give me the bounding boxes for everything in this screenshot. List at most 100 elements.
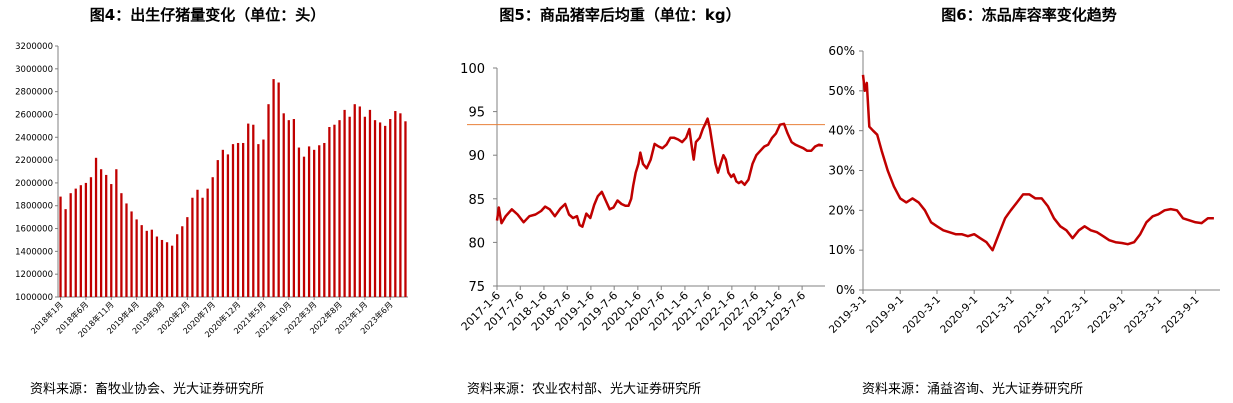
x-tick-label: 2023-9-1 [1159,294,1201,336]
bar [272,79,275,297]
bar [196,189,199,297]
bar [125,203,128,297]
bar [216,160,219,297]
bar [206,188,209,297]
bar [257,144,260,297]
x-tick-label: 2019-3-1 [827,294,869,336]
y-tick-label: 90 [468,149,485,164]
chart-source: 资料来源：涌益咨询、光大证券研究所 [862,382,1084,397]
line-chart: 0%10%20%30%40%50%60%2019-3-12019-9-12020… [827,44,1220,336]
bar [236,142,240,297]
y-tick-label: 0% [836,283,855,297]
bar [242,142,245,297]
bar [368,109,372,298]
bar [120,193,123,297]
chart-title: 图4：出生仔猪量变化（单位：头） [89,6,326,24]
chart-source: 资料来源：畜牧业协会、光大证券研究所 [30,382,265,397]
y-tick-label: 95 [468,106,485,121]
x-tick-label: 2021-3-1 [975,294,1017,336]
y-tick-label: 3200000 [15,42,53,52]
bar [221,149,224,297]
x-tick-label: 2023-3-1 [1122,294,1164,336]
y-tick-label: 75 [468,280,485,295]
y-tick-label: 60% [828,44,855,58]
y-tick-label: 80 [468,236,485,251]
y-tick-label: 85 [468,193,485,208]
x-tick-label: 2022-9-1 [1086,294,1128,336]
bar [105,174,108,297]
bar [226,154,230,297]
y-tick-label: 1800000 [15,202,53,212]
y-tick-label: 20% [828,203,855,217]
bar [69,193,72,297]
series-line [861,74,1214,252]
bar [140,225,143,297]
y-tick-label: 3000000 [15,65,53,75]
bar [181,226,184,297]
bar [318,145,321,297]
bar [79,185,82,297]
bar [231,144,235,297]
y-tick-label: 2600000 [15,110,53,120]
bar [64,209,67,297]
bar [59,196,62,297]
bar [267,104,270,297]
chart-panel-frozen-storage: 图6：冻品库容率变化趋势 0% 10% 20% 30% 40% 50% 60% 2019-3-… [825,0,1233,403]
x-tick-label: 2020-3-1 [901,294,943,336]
series-line [495,117,824,228]
bar [358,106,361,297]
bar [292,119,296,297]
bar [262,139,265,297]
chart-title: 图5：商品猪宰后均重（单位：kg） [499,6,741,24]
x-tick-label: 2021-9-1 [1012,294,1054,336]
bar [389,119,392,297]
chart-panel-piglet-births: 图4：出生仔猪量变化（单位：头） 1000000 1200000 1400000 16… [0,0,415,403]
bar [404,121,407,297]
y-tick-label: 2800000 [15,88,53,98]
bar [170,245,174,297]
bar [252,124,255,298]
bar-chart: 1000000 1200000 1400000 1600000 1800000 20000… [15,42,408,339]
y-tick-label: 2000000 [15,179,53,189]
y-tick-label: 100 [460,62,485,77]
bar [130,211,133,297]
line-chart: 75808590951002017-1-62017-7-62018-1-6201… [459,62,825,333]
y-tick-label: 50% [828,84,855,98]
y-tick-label: 1000000 [15,293,53,303]
bar [74,188,77,297]
bar [343,109,346,298]
y-tick-label: 1200000 [15,270,53,280]
bar [307,146,311,297]
y-tick-label: 40% [828,124,855,138]
y-tick-label: 1600000 [15,225,53,235]
bar [399,113,402,298]
bar [328,127,331,297]
bar [191,197,194,297]
y-tick-label: 2400000 [15,133,53,143]
bar [145,230,148,297]
bar [165,242,169,297]
y-tick-label: 1400000 [15,247,53,257]
bar [302,156,306,297]
bar [115,169,118,297]
bar [394,111,397,297]
x-tick-label: 2019-9-1 [864,294,906,336]
x-tick-label: 2020-9-1 [938,294,980,336]
bar [94,157,98,297]
bar [323,142,326,297]
bar [282,113,285,298]
bar [186,217,189,297]
bar [176,234,179,297]
bar [211,177,214,297]
bar [373,120,377,297]
bar [99,169,103,297]
bar [135,219,138,297]
bar [277,82,280,297]
bar [150,229,153,297]
chart-source: 资料来源：农业农村部、光大证券研究所 [467,382,702,397]
bar [297,147,301,297]
chart-title: 图6：冻品库容率变化趋势 [941,6,1117,24]
bar [160,239,164,297]
y-tick-label: 10% [828,243,855,257]
bar [333,124,336,298]
